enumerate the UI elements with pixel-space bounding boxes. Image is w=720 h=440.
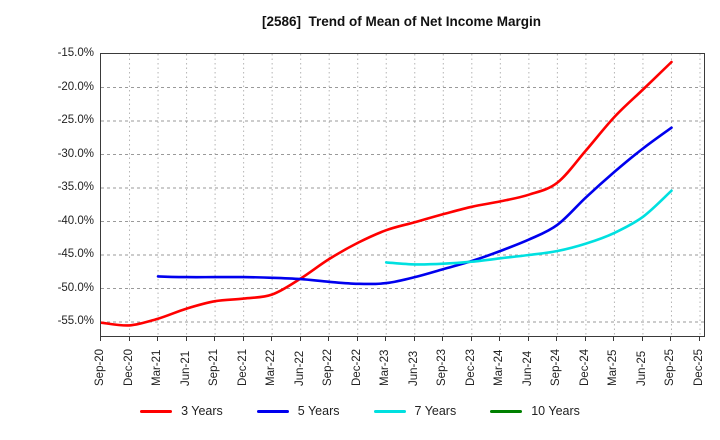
x-tick-mark	[328, 337, 330, 341]
chart-canvas	[101, 54, 704, 336]
x-tick-mark	[699, 337, 700, 341]
x-tick-label: Mar-21	[151, 349, 164, 386]
x-tick-mark	[271, 337, 273, 341]
legend-item-5-years: 5 Years	[256, 404, 340, 418]
x-tick-label: Dec-22	[350, 348, 363, 386]
x-tick-mark	[242, 337, 244, 341]
x-tick-label: Mar-22	[265, 349, 278, 386]
x-tick-mark	[556, 337, 558, 341]
legend-item-3-years: 3 Years	[140, 404, 223, 418]
y-tick-label: -50.0%	[57, 281, 94, 294]
x-tick-mark	[128, 337, 130, 341]
x-tick-label: Sep-25	[664, 348, 677, 386]
x-tick-label: Jun-23	[407, 350, 420, 386]
x-tick-mark	[100, 337, 101, 341]
x-tick-mark	[185, 337, 187, 341]
x-tick-mark	[584, 337, 586, 341]
y-tick-label: -25.0%	[57, 114, 94, 126]
x-tick-label: Sep-22	[322, 348, 335, 386]
x-tick-mark	[470, 337, 472, 341]
x-tick-mark	[299, 337, 301, 341]
legend-label: 3 Years	[181, 404, 223, 418]
x-tick-mark	[157, 337, 159, 341]
x-tick-label: Sep-20	[94, 348, 106, 386]
y-tick-label: -30.0%	[57, 147, 94, 160]
legend-label: 5 Years	[297, 404, 340, 418]
x-tick-mark	[613, 337, 615, 341]
x-tick-label: Mar-24	[493, 349, 506, 386]
x-tick-mark	[499, 337, 501, 341]
y-tick-label: -55.0%	[57, 315, 94, 327]
legend-line-swatch	[373, 409, 406, 413]
legend-item-7-years: 7 Years	[373, 404, 457, 418]
x-tick-label: Dec-20	[122, 348, 135, 386]
x-tick-mark	[413, 337, 415, 341]
legend: 3 Years 5 Years 7 Years 10 Years	[0, 404, 720, 418]
x-tick-mark	[356, 337, 358, 341]
x-tick-mark	[527, 337, 529, 341]
x-tick-label: Jun-21	[179, 350, 192, 386]
chart-title: [2586] Trend of Mean of Net Income Margi…	[261, 14, 542, 29]
series-line-5-years	[156, 126, 673, 286]
y-tick-label: -35.0%	[57, 181, 94, 193]
x-tick-mark	[442, 337, 444, 341]
x-tick-label: Dec-23	[464, 348, 477, 386]
y-tick-label: -15.0%	[57, 47, 94, 59]
x-tick-label: Dec-24	[578, 348, 591, 386]
x-tick-label: Sep-24	[550, 348, 563, 386]
x-tick-label: Sep-23	[436, 348, 449, 386]
y-tick-label: -20.0%	[57, 80, 94, 93]
x-tick-label: Dec-21	[236, 348, 249, 386]
x-tick-label: Jun-22	[293, 350, 306, 386]
series-line-3-years	[101, 60, 673, 327]
x-tick-label: Mar-25	[607, 349, 620, 386]
x-tick-label: Jun-25	[635, 350, 648, 386]
y-tick-label: -45.0%	[57, 248, 94, 260]
legend-line-swatch	[140, 409, 173, 413]
legend-item-10-years: 10 Years	[490, 404, 580, 418]
legend-line-swatch	[256, 409, 289, 413]
x-tick-mark	[385, 337, 387, 341]
x-tick-mark	[641, 337, 643, 341]
legend-label: 7 Years	[414, 404, 457, 418]
x-tick-label: Sep-21	[208, 348, 221, 386]
legend-label: 10 Years	[531, 404, 580, 418]
y-tick-label: -40.0%	[57, 214, 94, 227]
plot-area	[100, 53, 705, 337]
x-tick-label: Dec-25	[693, 348, 705, 386]
x-tick-mark	[214, 337, 216, 341]
legend-line-swatch	[490, 409, 523, 413]
x-tick-label: Jun-24	[521, 350, 534, 386]
x-tick-mark	[670, 337, 672, 341]
x-tick-label: Mar-23	[379, 349, 392, 386]
series-line-7-years	[384, 189, 673, 266]
